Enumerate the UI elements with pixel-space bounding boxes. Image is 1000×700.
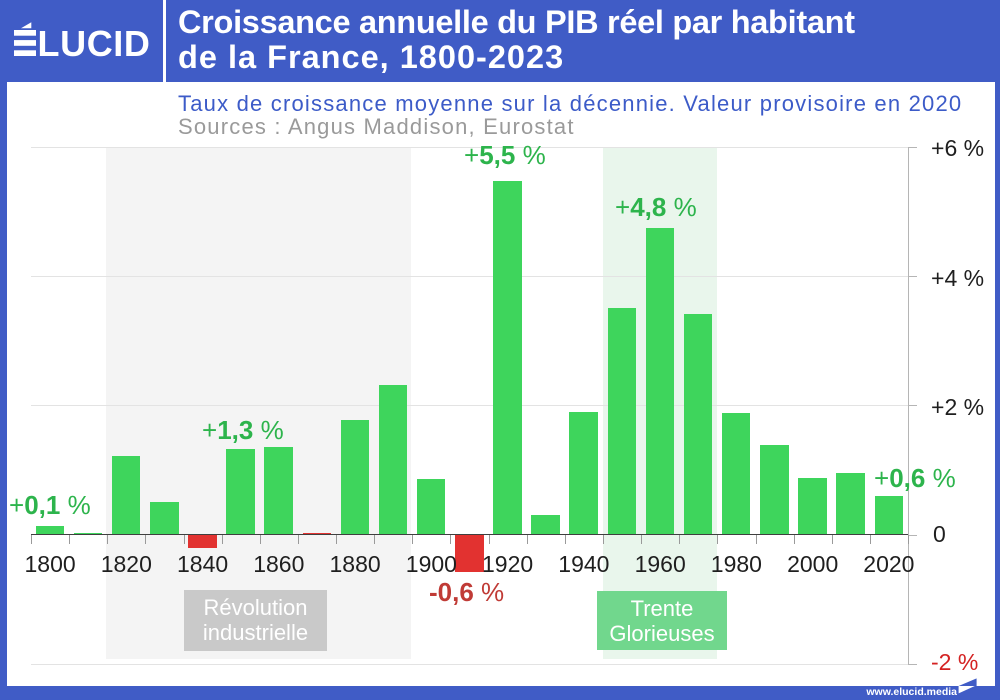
svg-text:LUCID: LUCID [38,23,151,60]
